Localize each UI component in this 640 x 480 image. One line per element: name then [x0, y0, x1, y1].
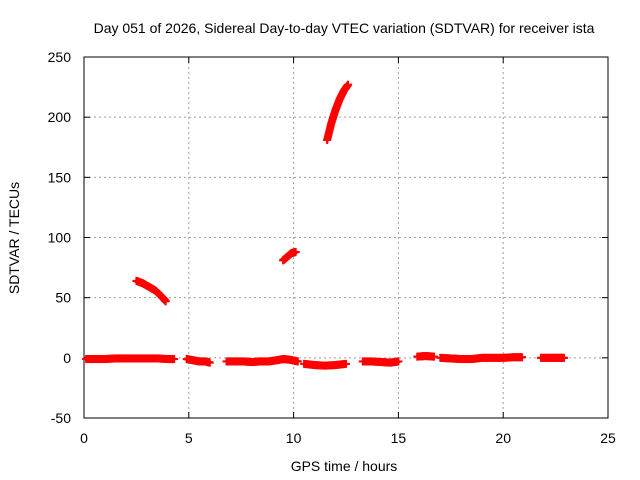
x-tick-label: 20 [495, 430, 511, 446]
data-point [394, 357, 403, 366]
y-tick-label: 0 [63, 350, 71, 366]
y-tick-label: 150 [48, 169, 72, 185]
y-tick-label: 50 [55, 290, 71, 306]
data-point [430, 352, 439, 361]
y-tick-label: 200 [48, 109, 72, 125]
data-point [342, 359, 350, 368]
data-points [82, 80, 568, 370]
x-axis-label: GPS time / hours [291, 458, 398, 474]
data-point [205, 358, 214, 367]
x-tick-label: 0 [80, 430, 88, 446]
data-point [344, 80, 353, 89]
y-tick-label: 250 [48, 49, 72, 65]
x-tick-label: 15 [391, 430, 407, 446]
chart-title: Day 051 of 2026, Sidereal Day-to-day VTE… [94, 20, 595, 36]
x-tick-label: 10 [286, 430, 302, 446]
y-tick-label: -50 [51, 410, 71, 426]
data-point [518, 353, 527, 362]
y-axis-ticks: -50 0 50 100 150 200 250 [48, 49, 608, 426]
x-tick-label: 25 [600, 430, 616, 446]
x-tick-label: 5 [185, 430, 193, 446]
x-axis-ticks: 0 5 10 15 20 25 [80, 57, 616, 446]
data-point [161, 297, 170, 306]
y-tick-label: 100 [48, 230, 72, 246]
data-point [559, 353, 568, 362]
y-axis-label: SDTVAR / TECUs [6, 182, 22, 294]
data-point [291, 247, 300, 256]
data-point [293, 357, 302, 366]
data-point [170, 355, 179, 364]
